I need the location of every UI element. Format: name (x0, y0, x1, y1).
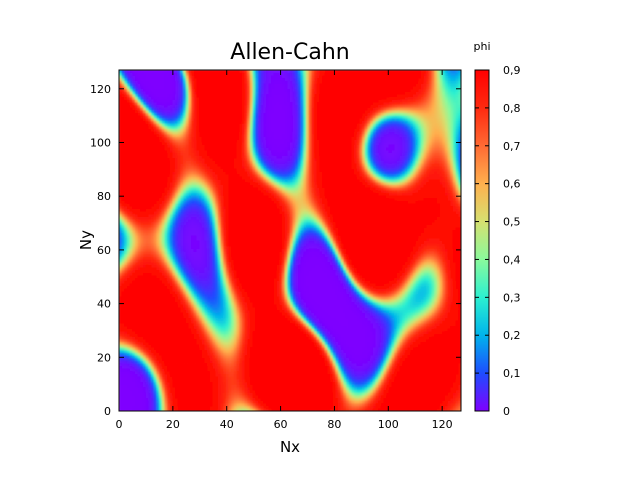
colorbar-tick-label: 0,8 (503, 102, 521, 115)
y-tick-label: 120 (90, 83, 111, 96)
x-tick-label: 80 (327, 418, 341, 431)
heatmap-field (119, 70, 461, 411)
x-tick-label: 20 (166, 418, 180, 431)
colorbar-tick-label: 0,1 (503, 367, 521, 380)
colorbar-tick-label: 0,5 (503, 216, 521, 229)
y-tick-label: 40 (97, 298, 111, 311)
y-tick-label: 0 (104, 405, 111, 418)
colorbar-tick-label: 0,9 (503, 64, 521, 77)
colorbar-tick-label: 0,3 (503, 291, 521, 304)
x-tick-label: 0 (116, 418, 123, 431)
y-axis-label: Ny (77, 230, 95, 250)
x-axis-label: Nx (280, 438, 300, 456)
x-tick-label: 60 (274, 418, 288, 431)
x-tick-label: 100 (378, 418, 399, 431)
y-tick-label: 100 (90, 136, 111, 149)
colorbar-title: phi (473, 40, 490, 53)
colorbar-tick-label: 0 (503, 405, 510, 418)
y-tick-label: 80 (97, 190, 111, 203)
colorbar-tick-label: 0,4 (503, 253, 521, 266)
colorbar-tick-label: 0,2 (503, 329, 521, 342)
x-tick-label: 120 (432, 418, 453, 431)
colorbar-tick-label: 0,7 (503, 140, 521, 153)
y-tick-label: 20 (97, 351, 111, 364)
colorbar-tick-label: 0,6 (503, 178, 521, 191)
x-tick-label: 40 (220, 418, 234, 431)
heatmap-plot-area (119, 70, 461, 411)
chart-title: Allen-Cahn (230, 40, 349, 65)
colorbar (475, 70, 489, 411)
y-tick-label: 60 (97, 244, 111, 257)
